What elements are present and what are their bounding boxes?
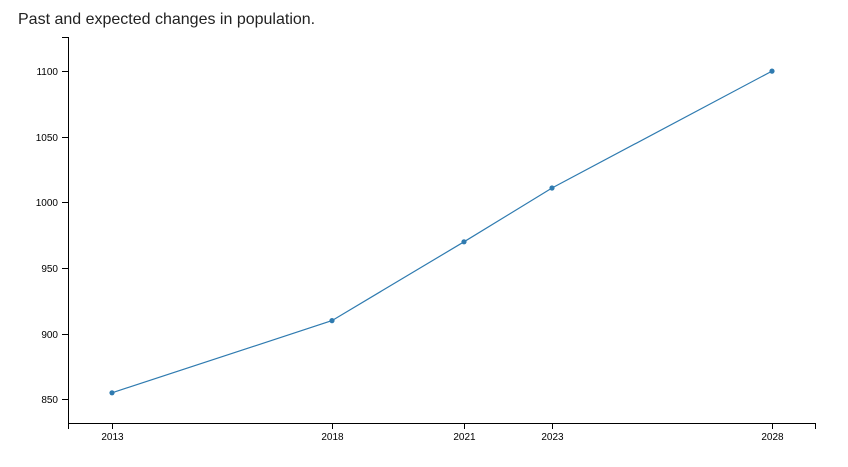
x-tick-label-2018: 2018: [321, 432, 344, 443]
y-tick-label-1100: 1100: [36, 67, 58, 78]
y-tick-label-1050: 1050: [36, 133, 59, 144]
data-point-2021[interactable]: [461, 239, 467, 245]
data-point-2013[interactable]: [109, 390, 115, 396]
data-point-2028[interactable]: [769, 68, 775, 74]
x-tick-label-2023: 2023: [541, 432, 564, 443]
data-point-2023[interactable]: [549, 185, 555, 191]
y-tick-label-850: 850: [41, 395, 58, 406]
x-tick-label-2028: 2028: [761, 432, 784, 443]
y-tick-label-950: 950: [41, 264, 58, 275]
y-tick-label-900: 900: [41, 330, 58, 341]
series-group: [109, 68, 775, 396]
y-tick-label-1000: 1000: [36, 198, 59, 209]
x-axis-ticks: 2013 2018 2021 2023 2028: [101, 423, 784, 443]
chart-title: Past and expected changes in population.: [18, 11, 316, 28]
y-axis-ticks: 850 900 950 1000 1050 1100: [36, 67, 68, 406]
x-tick-label-2013: 2013: [101, 432, 124, 443]
series-line-0: [111, 70, 773, 394]
x-tick-label-2021: 2021: [453, 432, 476, 443]
data-point-2018[interactable]: [329, 318, 335, 324]
